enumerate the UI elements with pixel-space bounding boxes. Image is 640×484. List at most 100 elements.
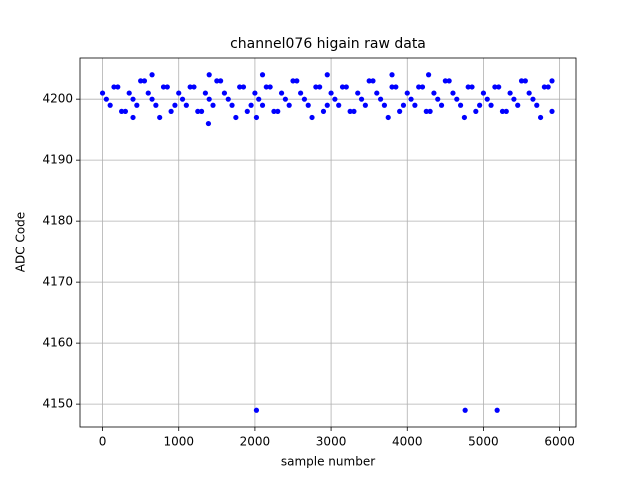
data-point (168, 108, 174, 114)
data-point (103, 96, 109, 102)
data-point (549, 108, 555, 114)
x-tick-label: 1000 (163, 435, 194, 449)
data-point (534, 102, 540, 108)
data-point (412, 102, 418, 108)
data-point (149, 96, 155, 102)
data-point (275, 108, 281, 114)
data-point (423, 108, 429, 114)
x-tick-label: 5000 (468, 435, 499, 449)
data-point (126, 90, 132, 96)
data-point (115, 84, 121, 90)
data-point (206, 72, 212, 78)
data-point (176, 90, 182, 96)
data-point (191, 84, 197, 90)
data-point (206, 96, 212, 102)
data-point (462, 407, 468, 413)
data-point (494, 407, 500, 413)
data-point (301, 96, 308, 102)
data-point (438, 102, 445, 108)
data-point (332, 96, 338, 102)
y-tick-label: 4180 (42, 214, 73, 228)
data-point (358, 96, 365, 102)
plot-frame (79, 57, 577, 428)
data-point (389, 72, 395, 78)
data-point (484, 96, 490, 102)
chart-title: channel076 higain raw data (230, 36, 426, 52)
data-point (416, 84, 422, 90)
data-point (157, 114, 163, 121)
data-point (282, 96, 288, 102)
data-point (457, 102, 464, 108)
data-point (198, 108, 205, 114)
x-tick-label: 0 (99, 435, 107, 449)
data-point (442, 78, 448, 84)
data-point (522, 78, 528, 84)
data-point (374, 90, 380, 96)
data-point (271, 108, 277, 114)
x-tick-label: 4000 (392, 435, 423, 449)
data-point (309, 114, 315, 121)
data-point (324, 72, 330, 78)
data-point (218, 78, 224, 84)
data-point (259, 102, 266, 108)
data-point (480, 90, 487, 96)
data-point (427, 108, 433, 114)
data-point (366, 78, 372, 84)
data-point (225, 96, 231, 102)
x-axis-label: sample number (281, 455, 375, 469)
data-point (461, 114, 467, 121)
data-point (317, 84, 323, 90)
data-point (141, 78, 148, 84)
data-point (469, 84, 475, 90)
data-point (324, 102, 330, 108)
data-point (290, 78, 296, 84)
data-point (259, 72, 266, 78)
data-point (336, 102, 342, 108)
data-point (397, 108, 403, 114)
data-point (237, 84, 243, 90)
data-point (221, 90, 228, 96)
data-point (187, 84, 193, 90)
data-point (541, 84, 547, 90)
y-tick-label: 4170 (42, 275, 73, 289)
y-tick-label: 4160 (42, 336, 73, 350)
y-tick-label: 4190 (42, 153, 73, 167)
data-point (492, 84, 498, 90)
y-tick-label: 4200 (42, 92, 73, 106)
data-point (195, 108, 201, 114)
data-point (435, 96, 441, 102)
data-point (425, 72, 432, 78)
data-point (400, 102, 407, 108)
data-point (503, 108, 509, 114)
data-point (465, 84, 471, 90)
data-point (99, 90, 106, 96)
data-point (404, 90, 410, 96)
data-point (381, 102, 388, 108)
data-point (205, 120, 212, 127)
data-point (347, 108, 353, 114)
data-point (355, 90, 361, 96)
data-point (267, 84, 273, 90)
data-point (378, 96, 384, 102)
data-point (253, 114, 260, 121)
data-point (305, 102, 311, 108)
data-point (244, 108, 250, 114)
data-point (134, 102, 140, 108)
data-point (164, 84, 170, 90)
data-point (362, 102, 368, 108)
data-point (138, 78, 144, 84)
data-point (153, 102, 159, 108)
data-point (313, 84, 319, 90)
data-point (278, 90, 285, 96)
data-point (111, 84, 117, 90)
data-point (253, 407, 260, 413)
data-point (454, 96, 460, 102)
data-point (339, 84, 346, 90)
data-point (248, 102, 254, 108)
data-point (518, 78, 525, 84)
data-point (389, 84, 395, 90)
data-point (107, 102, 113, 108)
x-tick-label: 6000 (544, 435, 575, 449)
data-point (122, 108, 129, 114)
